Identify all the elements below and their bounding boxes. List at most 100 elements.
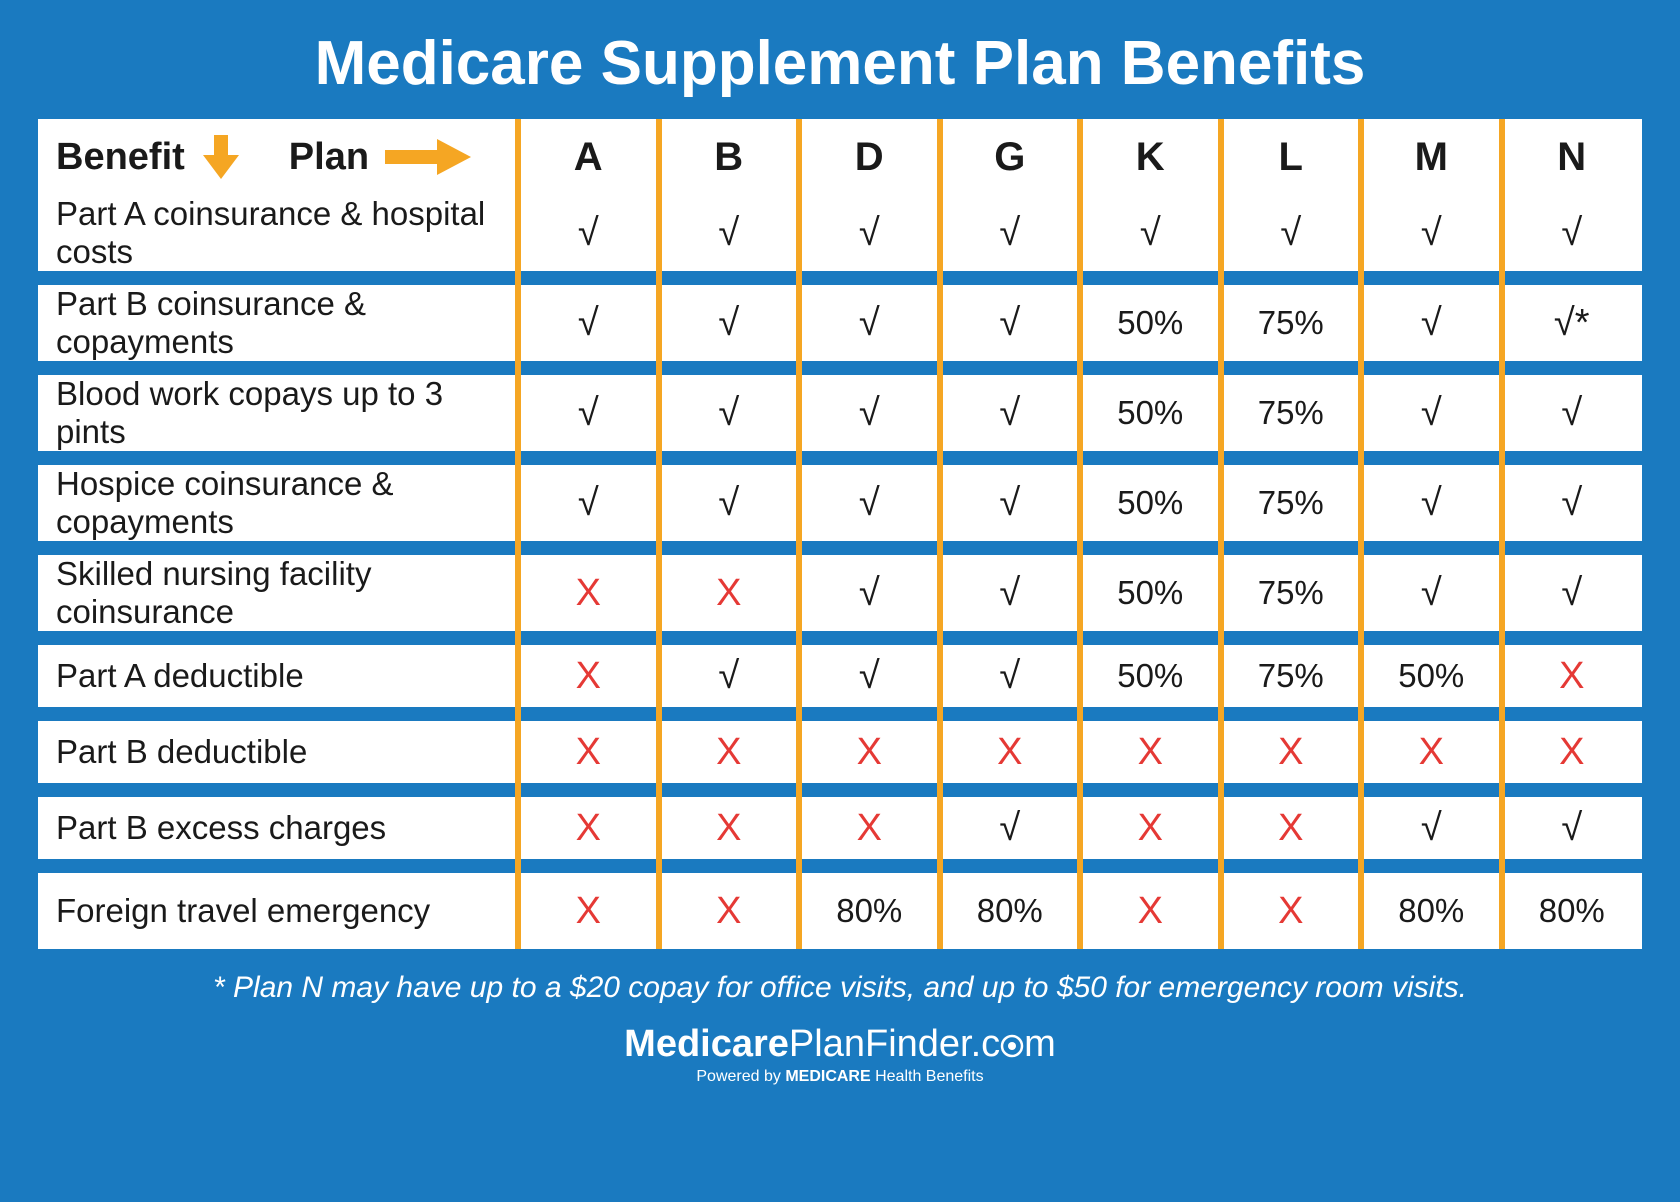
benefit-label-cell: Hospice coinsurance & copayments [38,465,518,555]
value-cell: 50% [1080,555,1221,645]
benefit-label: Benefit [56,136,185,179]
benefit-label-cell: Skilled nursing facility coinsurance [38,555,518,645]
value-cell: √ [1361,555,1502,645]
value-cell: 50% [1080,645,1221,721]
value-cell: √ [1502,555,1643,645]
value-cell: 75% [1221,375,1362,465]
benefit-plan-header: Benefit Plan [38,119,518,195]
value-cell: X [1502,721,1643,797]
value-cell: 80% [940,873,1081,949]
table-row: Part B excess chargesXXX√XX√√ [38,797,1642,873]
target-icon [1000,1023,1024,1066]
value-cell: √ [659,285,800,375]
value-cell: √ [799,375,940,465]
table-row: Part A deductibleX√√√50%75%50%X [38,645,1642,721]
value-cell: √ [940,465,1081,555]
benefit-label-cell: Part B deductible [38,721,518,797]
value-cell: X [1080,721,1221,797]
value-cell: X [1221,797,1362,873]
value-cell: X [659,797,800,873]
value-cell: 75% [1221,555,1362,645]
value-cell: X [940,721,1081,797]
benefits-table: Benefit Plan [38,119,1642,949]
value-cell: X [1221,721,1362,797]
value-cell: X [1221,873,1362,949]
benefit-label-cell: Part A coinsurance & hospital costs [38,195,518,285]
logo-sub-suffix: Health Benefits [871,1068,984,1085]
value-cell: √ [1502,195,1643,285]
logo-sub: Powered by MEDICARE Health Benefits [38,1068,1642,1086]
arrow-down-icon [199,133,243,181]
value-cell: √ [659,645,800,721]
value-cell: √ [1361,375,1502,465]
plan-header-b: B [659,119,800,195]
plan-header-g: G [940,119,1081,195]
logo: MedicarePlanFinder.cm Powered by MEDICAR… [38,1023,1642,1086]
value-cell: √ [940,285,1081,375]
value-cell: √ [1361,285,1502,375]
table-row: Hospice coinsurance & copayments√√√√50%7… [38,465,1642,555]
value-cell: √ [518,375,659,465]
value-cell: √ [518,195,659,285]
value-cell: √ [799,285,940,375]
plan-header-l: L [1221,119,1362,195]
value-cell: √ [1502,375,1643,465]
value-cell: 75% [1221,645,1362,721]
value-cell: √ [940,195,1081,285]
header-row: Benefit Plan [38,119,1642,195]
table-row: Blood work copays up to 3 pints√√√√50%75… [38,375,1642,465]
table-row: Part B deductibleXXXXXXXX [38,721,1642,797]
value-cell: 50% [1080,285,1221,375]
benefit-label-cell: Part B coinsurance & copayments [38,285,518,375]
value-cell: X [659,873,800,949]
value-cell: X [518,645,659,721]
value-cell: √* [1502,285,1643,375]
benefit-label-cell: Blood work copays up to 3 pints [38,375,518,465]
page-title: Medicare Supplement Plan Benefits [38,28,1642,99]
value-cell: √ [518,465,659,555]
value-cell: X [1080,873,1221,949]
table-container: Benefit Plan [38,119,1642,949]
table-row: Foreign travel emergencyXX80%80%XX80%80% [38,873,1642,949]
value-cell: X [659,721,800,797]
value-cell: X [518,555,659,645]
value-cell: √ [659,195,800,285]
value-cell: X [799,721,940,797]
value-cell: √ [1221,195,1362,285]
value-cell: √ [1502,465,1643,555]
value-cell: X [518,797,659,873]
value-cell: 50% [1080,375,1221,465]
table-row: Part A coinsurance & hospital costs√√√√√… [38,195,1642,285]
plan-header-a: A [518,119,659,195]
arrow-right-icon [383,135,473,179]
value-cell: √ [1361,465,1502,555]
value-cell: X [518,721,659,797]
benefit-label-cell: Part B excess charges [38,797,518,873]
value-cell: √ [799,555,940,645]
benefit-label-cell: Foreign travel emergency [38,873,518,949]
value-cell: X [518,873,659,949]
value-cell: 75% [1221,285,1362,375]
value-cell: √ [799,645,940,721]
value-cell: 75% [1221,465,1362,555]
value-cell: X [1080,797,1221,873]
value-cell: √ [940,555,1081,645]
plan-label: Plan [289,136,369,179]
value-cell: √ [799,465,940,555]
plan-header-d: D [799,119,940,195]
value-cell: 80% [799,873,940,949]
value-cell: √ [659,375,800,465]
value-cell: 80% [1502,873,1643,949]
value-cell: √ [799,195,940,285]
value-cell: X [799,797,940,873]
value-cell: X [1361,721,1502,797]
value-cell: √ [1502,797,1643,873]
benefit-label-cell: Part A deductible [38,645,518,721]
table-row: Skilled nursing facility coinsuranceXX√√… [38,555,1642,645]
logo-sub-prefix: Powered by [696,1068,785,1085]
value-cell: √ [940,375,1081,465]
value-cell: √ [1361,797,1502,873]
plan-header-k: K [1080,119,1221,195]
value-cell: 50% [1361,645,1502,721]
value-cell: √ [940,645,1081,721]
